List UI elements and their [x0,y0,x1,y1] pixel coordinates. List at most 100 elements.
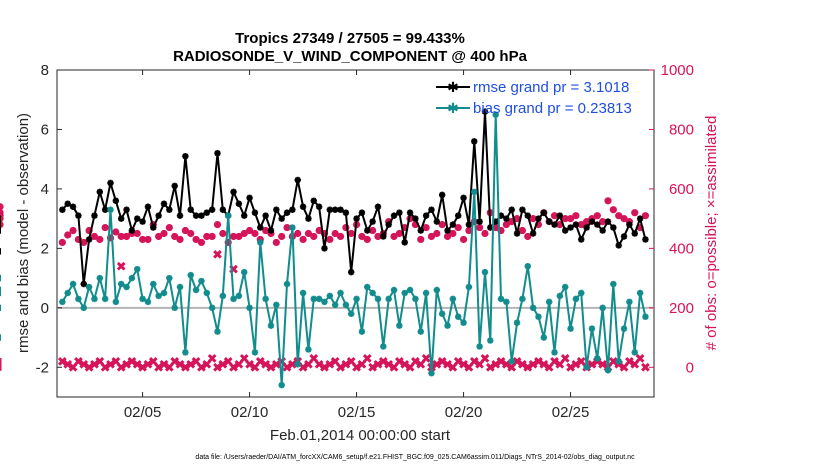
rmse-point [572,221,580,228]
rmse-point [262,212,269,219]
obs-assimilated-point [181,362,190,372]
marker-stroke [112,197,119,204]
obs-assimilated-point [261,359,270,369]
obs-possible-point [96,235,104,244]
obs-possible-point [620,215,628,223]
bias-point [455,313,462,320]
bias-point [289,224,296,231]
marker-stroke [562,284,569,291]
obs-possible-point [502,220,510,229]
marker-stroke [572,295,579,302]
bias-point [599,304,606,312]
obs-assimilated-stroke [448,362,458,372]
marker-stroke [455,313,462,320]
marker-stroke [348,269,355,276]
marker-stroke [594,221,601,228]
bias-point [235,292,243,300]
obs-possible-point [299,235,307,244]
obs-possible-point [427,232,436,241]
obs-assimilated-point [443,359,452,369]
rmse-point [85,236,93,243]
obs-assimilated-stroke [539,359,549,369]
marker-stroke [246,304,253,311]
bias-point [219,292,227,300]
bias-point [380,343,387,350]
obs-assimilated-stroke [245,359,254,369]
obs-assimilated-point [421,353,431,363]
obs-assimilated-stroke [309,353,319,363]
obs-assimilated-stroke [266,362,276,372]
marker-stroke [401,239,408,246]
rmse-point [235,200,243,207]
marker-stroke [487,337,494,344]
obs-assimilated-point [218,359,228,369]
marker-stroke [530,230,537,237]
obs-possible-point [310,232,318,241]
bias-point [449,295,457,303]
rmse-point [91,212,98,219]
obs-assimilated-stroke [641,362,650,372]
bias-point [107,206,114,213]
legend-label-bias: bias grand pr = 0.23813 [473,100,632,117]
bias-point [385,295,392,303]
obs-assimilated-stroke [512,356,522,366]
marker-stroke [380,343,387,350]
obs-possible-point [529,215,537,223]
marker-stroke [177,212,184,219]
marker-stroke [519,295,526,302]
marker-stroke [134,215,141,222]
obs-assimilated-point [491,359,501,369]
rmse-point [353,215,360,222]
y-tick-label: 2 [41,240,49,257]
obs-assimilated-stroke [159,359,169,369]
marker-stroke [444,227,451,234]
obs-possible-point [566,215,575,223]
obs-assimilated-stroke [491,359,501,369]
obs-assimilated-point [116,362,126,372]
marker-stroke [615,242,622,249]
obs-assimilated-stroke [635,353,645,363]
y-right-tick-label: 400 [669,240,694,257]
rmse-point [417,227,424,234]
rmse-point [620,233,628,240]
axis-ticks: 02/05 02/10 02/15 02/20 02/25 -2 0 2 4 6 8 0 200 400 6… [36,62,694,421]
marker-stroke [257,239,264,246]
marker-stroke [305,346,312,353]
rmse-point [465,221,473,228]
marker-stroke [439,191,446,198]
bias-point [160,289,168,297]
obs-assimilated-stroke [325,359,335,369]
marker-stroke [134,266,141,273]
rmse-point [246,194,253,202]
bias-point [192,286,200,294]
obs-assimilated-stroke [373,359,383,369]
obs-assimilated-point [619,362,629,372]
obs-assimilated-stroke [116,261,126,271]
marker-stroke [219,292,226,299]
obs-assimilated-point [448,362,458,372]
rmse-point [444,227,451,234]
bias-point [364,283,371,291]
marker-stroke [107,206,114,213]
obs-possible-point [374,232,382,241]
marker-stroke [177,284,184,291]
bias-point [278,381,285,389]
obs-assimilated-stroke [304,359,313,369]
marker-stroke [417,328,424,335]
obs-assimilated-point [534,356,543,366]
rmse-point [64,200,71,207]
bias-point [524,263,531,270]
rmse-point [310,197,317,204]
bias-point [460,319,467,326]
obs-possible-point [572,212,580,220]
y-tick-label: 4 [41,181,49,198]
obs-assimilated-point [309,353,319,363]
obs-possible-point [449,229,457,238]
data-file-footnote: data file: /Users/raeder/DAI/ATM_forcXX/… [195,454,635,461]
obs-possible-point [459,235,468,244]
obs-assimilated-outlier [116,261,126,271]
marker-stroke [160,200,167,207]
obs-assimilated-point [320,362,329,372]
rmse-point [369,218,376,225]
marker-stroke [267,227,274,234]
